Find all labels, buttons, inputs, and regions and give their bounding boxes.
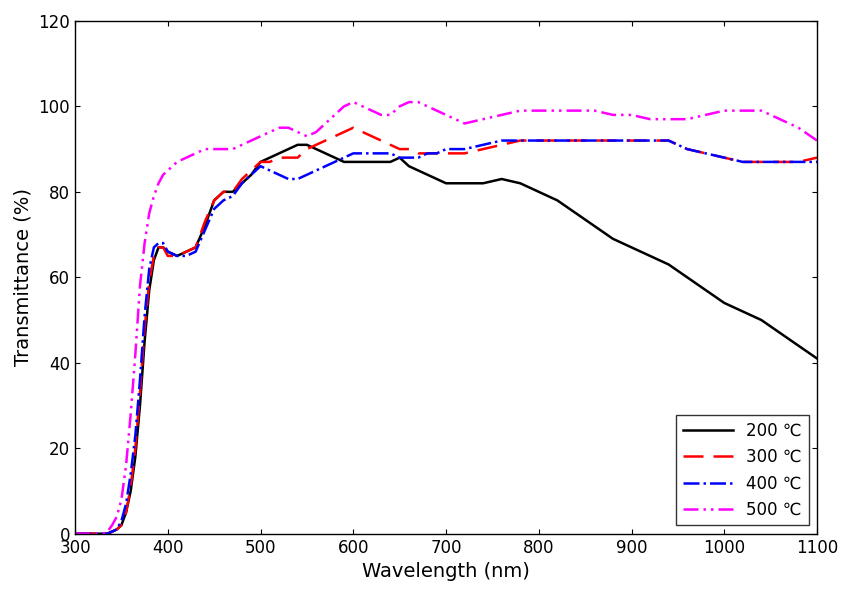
Y-axis label: Transmittance (%): Transmittance (%) (14, 188, 33, 367)
Legend: 200 ℃, 300 ℃, 400 ℃, 500 ℃: 200 ℃, 300 ℃, 400 ℃, 500 ℃ (676, 415, 809, 525)
X-axis label: Wavelength (nm): Wavelength (nm) (362, 562, 530, 581)
